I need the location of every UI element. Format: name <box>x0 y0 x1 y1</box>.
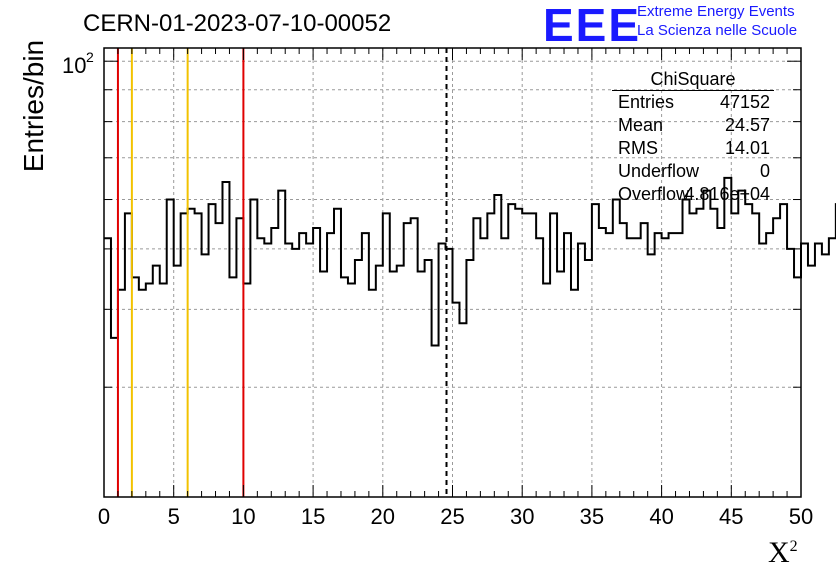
x-tick-label: 30 <box>510 504 534 529</box>
x-tick-label: 25 <box>440 504 464 529</box>
stats-key: RMS <box>618 138 658 158</box>
x-tick-label: 0 <box>98 504 110 529</box>
x-tick-label: 15 <box>301 504 325 529</box>
stats-row-mean: Mean 24.57 <box>612 114 774 137</box>
stats-key: Entries <box>618 92 675 112</box>
logo-subtitle-2: La Scienza nelle Scuole <box>637 22 798 39</box>
stats-value: 47152 <box>719 92 770 112</box>
stats-key: Underflow <box>618 161 700 181</box>
y-tick-label: 10 <box>62 53 86 78</box>
stats-row-underflow: Underflow 0 <box>612 160 774 183</box>
stats-box-title: ChiSquare <box>612 68 774 91</box>
stats-value: 24.57 <box>724 115 770 135</box>
stats-box: ChiSquare Entries 47152 Mean 24.57 RMS 14.0… <box>612 68 774 206</box>
x-tick-label: 20 <box>371 504 395 529</box>
stats-row-rms: RMS 14.01 <box>612 137 774 160</box>
x-tick-label: 35 <box>580 504 604 529</box>
stats-row-overflow: Overflow 4.816e+04 <box>612 183 774 206</box>
chart-title: CERN-01-2023-07-10-00052 <box>83 10 392 37</box>
stats-key: Mean <box>618 115 664 135</box>
histogram-series <box>104 176 836 347</box>
x-tick-label: 5 <box>168 504 180 529</box>
stats-value: 14.01 <box>724 138 770 158</box>
y-tick-label-exponent: 2 <box>86 49 94 65</box>
logo-subtitle-1: Extreme Energy Events <box>637 3 795 20</box>
x-tick-label: 10 <box>231 504 255 529</box>
stats-value: 4.816e+04 <box>684 184 770 204</box>
eee-logo: EEE <box>543 0 642 51</box>
x-tick-label: 50 <box>789 504 813 529</box>
stats-value: 0 <box>759 161 770 181</box>
x-axis-label-exp: 2 <box>789 538 798 555</box>
x-tick-label: 40 <box>649 504 673 529</box>
y-axis-label: Entries/bin <box>18 39 49 173</box>
stats-row-entries: Entries 47152 <box>612 91 774 114</box>
stats-key: Overflow <box>618 184 690 204</box>
x-axis-label: X2 <box>768 536 798 570</box>
x-tick-label: 45 <box>719 504 743 529</box>
x-axis-label-base: X <box>768 536 790 569</box>
